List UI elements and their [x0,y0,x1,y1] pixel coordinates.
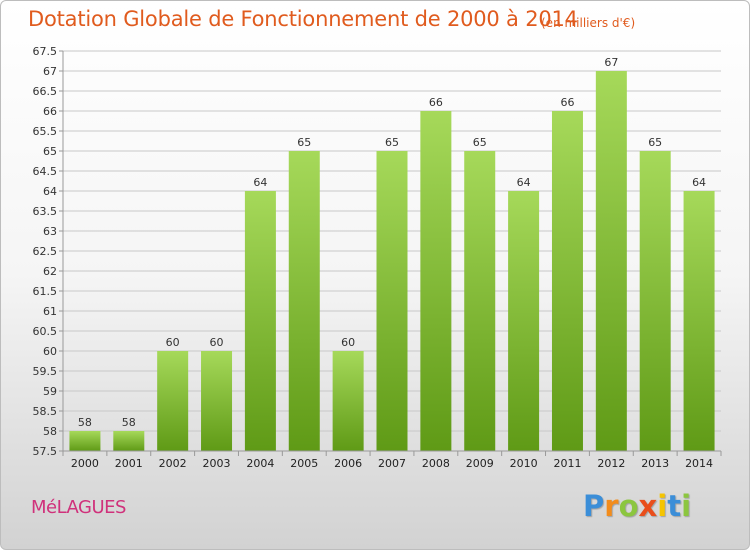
logo-letter: P [583,489,605,523]
x-tick-label: 2000 [71,457,99,470]
bars: 58 58 60 60 64 65 60 65 66 65 64 66 67 65 64 [69,56,715,451]
x-tick-label: 2014 [685,457,713,470]
data-label: 64 [253,176,267,189]
data-label: 66 [429,96,443,109]
y-tick-label: 61.5 [33,285,58,298]
bar [464,151,496,451]
bar [244,191,276,451]
data-label: 58 [122,416,136,429]
bar [376,151,408,451]
y-tick-label: 59 [43,385,57,398]
y-tick-label: 67 [43,65,57,78]
x-tick-label: 2003 [203,457,231,470]
data-label: 60 [210,336,224,349]
y-tick-label: 67.5 [33,45,58,58]
data-label: 58 [78,416,92,429]
x-tick-label: 2007 [378,457,406,470]
logo-letter: i [681,489,692,523]
x-tick-label: 2010 [510,457,538,470]
data-label: 67 [604,56,618,69]
bar [551,111,583,451]
x-tick-label: 2013 [641,457,669,470]
chart-unit-label: (en milliers d'€) [541,16,636,30]
data-label: 64 [517,176,531,189]
x-tick-label: 2011 [553,457,581,470]
y-tick-label: 65.5 [33,125,58,138]
logo-letter: i [657,489,668,523]
y-tick-label: 60.5 [33,325,58,338]
bar [113,431,145,451]
bar [639,151,671,451]
y-tick-label: 61 [43,305,57,318]
y-tick-label: 62.5 [33,245,58,258]
data-label: 65 [473,136,487,149]
y-tick-label: 66 [43,105,57,118]
y-tick-label: 60 [43,345,57,358]
y-axis-ticks: 57.5 58 58.5 59 59.5 60 60.5 61 61.5 62 62.5 63 63.5… [33,45,63,458]
x-tick-label: 2009 [466,457,494,470]
x-axis-ticks: 2000 2001 2002 2003 2004 2005 2006 2007 2008 2009… [62,451,722,470]
y-tick-label: 66.5 [33,85,58,98]
town-name: MéLAGUES [31,497,126,518]
logo-letter: r [604,489,619,523]
y-tick-label: 64 [43,185,57,198]
y-tick-label: 58 [43,425,57,438]
x-tick-label: 2002 [159,457,187,470]
x-tick-label: 2005 [290,457,318,470]
data-label: 65 [385,136,399,149]
data-label: 65 [297,136,311,149]
bar [332,351,364,451]
x-tick-label: 2008 [422,457,450,470]
data-label: 60 [166,336,180,349]
bar [508,191,540,451]
logo-letter: t [667,489,682,523]
bar [157,351,189,451]
data-label: 65 [648,136,662,149]
bar [201,351,233,451]
data-label: 66 [560,96,574,109]
y-tick-label: 59.5 [33,365,58,378]
y-tick-label: 64.5 [33,165,58,178]
x-tick-label: 2012 [597,457,625,470]
y-tick-label: 65 [43,145,57,158]
y-tick-label: 62 [43,265,57,278]
x-tick-label: 2004 [246,457,274,470]
bar [288,151,320,451]
y-tick-label: 63 [43,225,57,238]
x-tick-label: 2006 [334,457,362,470]
x-tick-label: 2001 [115,457,143,470]
bar [69,431,101,451]
bar [595,71,627,451]
chart-title: Dotation Globale de Fonctionnement de 20… [28,7,578,31]
logo-letter: o [618,489,639,523]
data-label: 60 [341,336,355,349]
bar [420,111,452,451]
proxiti-logo: Proxiti [583,489,691,523]
data-label: 64 [692,176,706,189]
y-tick-label: 57.5 [33,445,58,458]
y-tick-label: 58.5 [33,405,58,418]
bar [683,191,715,451]
y-tick-label: 63.5 [33,205,58,218]
logo-letter: x [638,489,658,523]
